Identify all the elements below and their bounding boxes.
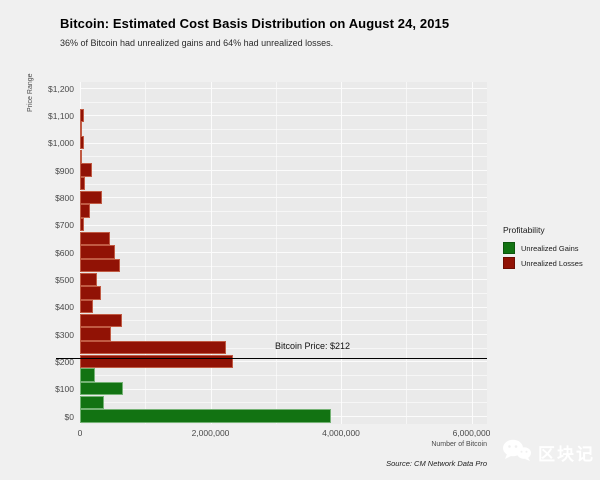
bar-250	[80, 340, 226, 355]
bar-150	[80, 368, 95, 382]
y-tick-label: $1,200	[48, 83, 74, 94]
wechat-icon	[502, 438, 532, 467]
bar-300	[80, 327, 111, 341]
y-tick-label: $0	[64, 411, 74, 422]
chart-title: Bitcoin: Estimated Cost Basis Distributi…	[60, 16, 450, 31]
gridline-major-h	[80, 197, 487, 199]
legend-title: Profitability	[503, 225, 545, 235]
gridline-major-h	[80, 361, 487, 363]
x-axis-label: Number of Bitcoin	[431, 441, 487, 448]
legend-item: Unrealized Gains	[503, 242, 583, 254]
bar-850	[80, 176, 85, 191]
gridline-major-h	[80, 388, 487, 390]
price-annotation: Bitcoin Price: $212	[275, 341, 351, 352]
bar-650	[80, 231, 110, 246]
gridline-major-h	[80, 142, 487, 144]
bar-400	[80, 299, 94, 314]
bar-750	[80, 204, 90, 218]
watermark-text: 区块记	[538, 445, 595, 464]
bar-550	[80, 258, 120, 273]
y-tick-label: $100	[55, 384, 74, 395]
gridline-major-v	[341, 82, 342, 424]
y-tick-label: $800	[55, 192, 74, 203]
gridline-minor-h	[80, 156, 487, 158]
bar-700	[80, 217, 84, 232]
gridline-minor-h	[80, 402, 487, 404]
y-tick-label: $700	[55, 220, 74, 231]
gridline-major-h	[80, 224, 487, 226]
bar-50	[80, 395, 105, 410]
bar-350	[80, 313, 123, 328]
bar-1000	[80, 135, 84, 150]
bar-100	[80, 381, 124, 396]
gridline-minor-v	[406, 82, 408, 424]
gridline-minor-h	[80, 265, 487, 267]
legend: Profitability Unrealized Gains Unrealized…	[503, 225, 583, 272]
bar-450	[80, 286, 101, 300]
gridline-major-h	[80, 170, 487, 171]
y-tick-label: $900	[55, 165, 74, 176]
gridline-minor-h	[80, 347, 487, 349]
gridline-minor-h	[80, 293, 487, 294]
y-tick-label: $600	[55, 247, 74, 258]
x-tick-label: 4,000,000	[322, 428, 360, 438]
chart-subtitle: 36% of Bitcoin had unrealized gains and …	[60, 38, 334, 48]
bar-1050	[80, 122, 82, 136]
legend-label: Unrealized Gains	[521, 243, 579, 253]
gridline-major-h	[80, 279, 487, 281]
y-tick-label: $1,100	[48, 110, 74, 121]
gridline-minor-h	[80, 129, 487, 130]
gridline-minor-h	[80, 238, 487, 240]
y-tick-label: $400	[55, 302, 74, 313]
watermark: 区块记	[502, 438, 595, 467]
bar-1100	[80, 108, 84, 123]
bar-500	[80, 272, 97, 287]
bar-200	[80, 354, 234, 369]
bar-0	[80, 409, 332, 423]
bar-900	[80, 163, 92, 177]
y-tick-label: $500	[55, 274, 74, 285]
gridline-major-v	[210, 82, 212, 424]
gridline-minor-v	[275, 82, 277, 424]
legend-swatch	[503, 257, 515, 269]
y-tick-label: $1,000	[48, 138, 74, 149]
plot-panel: Bitcoin Price: $212	[56, 82, 487, 424]
gridline-minor-h	[80, 375, 487, 376]
bar-950	[80, 149, 82, 164]
gridline-minor-h	[80, 211, 487, 212]
legend-item: Unrealized Losses	[503, 257, 583, 269]
gridline-minor-h	[80, 183, 487, 185]
gridline-major-h	[80, 252, 487, 253]
gridline-major-h	[80, 88, 487, 89]
bar-800	[80, 190, 103, 205]
y-tick-label: $300	[55, 329, 74, 340]
price-line	[56, 358, 487, 360]
legend-swatch	[503, 242, 515, 254]
bar-600	[80, 245, 116, 259]
gridline-minor-h	[80, 320, 487, 322]
source-note: Source: CM Network Data Pro	[386, 459, 487, 468]
legend-label: Unrealized Losses	[521, 258, 583, 268]
x-tick-label: 0	[77, 428, 83, 438]
gridline-major-h	[80, 115, 487, 117]
gridline-minor-v	[145, 82, 147, 424]
gridline-minor-h	[80, 101, 487, 103]
y-tick-label: $200	[55, 356, 74, 367]
gridline-major-h	[80, 306, 487, 308]
gridline-major-h	[80, 334, 487, 335]
x-tick-label: 2,000,000	[191, 428, 230, 438]
x-tick-label: 6,000,000	[452, 428, 491, 438]
gridline-major-v	[471, 82, 473, 424]
